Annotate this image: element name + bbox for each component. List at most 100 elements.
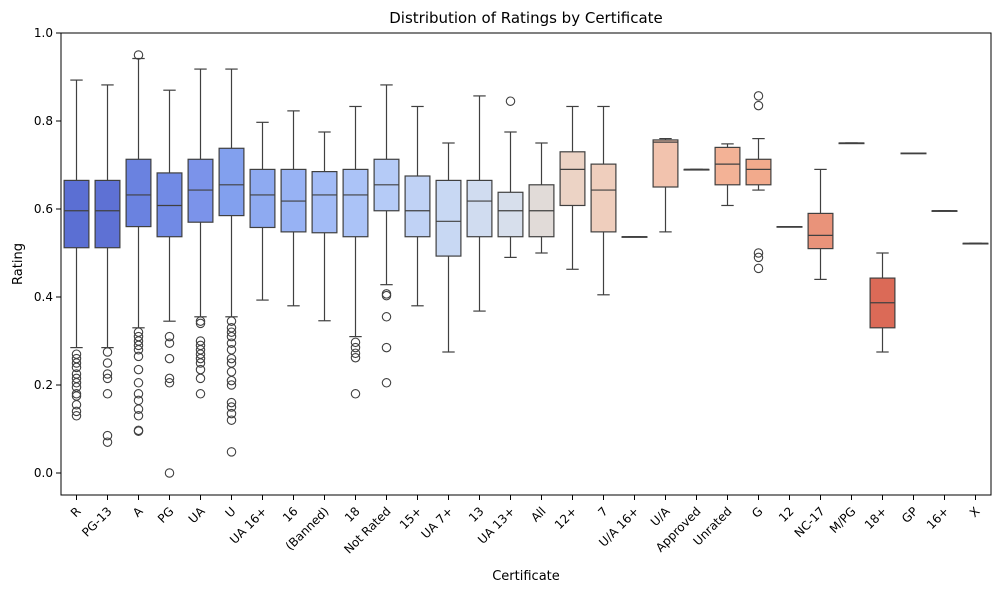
y-tick-label: 0.2: [34, 378, 53, 392]
y-tick-label: 0.4: [34, 290, 53, 304]
outlier-point: [102, 373, 113, 384]
box: [125, 158, 152, 228]
outlier-point: [164, 378, 175, 388]
box-group-5: [218, 68, 245, 457]
chart-title: Distribution of Ratings by Certificate: [389, 9, 663, 27]
box-group-27: [900, 152, 927, 155]
outlier-point: [226, 397, 237, 408]
box: [218, 147, 245, 217]
box-group-13: [466, 95, 493, 312]
outlier-point: [133, 425, 144, 436]
x-tick-label: All: [528, 504, 548, 524]
x-tick-label: GP: [899, 504, 921, 526]
outlier-point: [226, 408, 237, 419]
y-tick-label: 0.0: [34, 466, 53, 480]
outlier-point: [350, 337, 361, 348]
box-group-12: [435, 142, 462, 353]
box: [745, 158, 772, 186]
outlier-point: [71, 349, 82, 359]
x-tick-label: NC-17: [792, 504, 828, 540]
outlier-point: [195, 373, 206, 384]
outlier-point: [753, 100, 764, 111]
outlier-point: [71, 369, 82, 379]
outlier-point: [133, 389, 144, 399]
x-tick-label: 15+: [397, 504, 425, 532]
plot-area: [60, 32, 992, 496]
outlier-point: [133, 378, 144, 388]
x-tick-label: 18+: [862, 504, 890, 532]
y-axis: 0.0 0.2 0.4 0.6 0.8 1.0: [34, 26, 61, 480]
box-group-24: [807, 168, 834, 280]
box: [404, 175, 431, 238]
box-group-22: [745, 91, 772, 274]
x-tick-label: UA 7+: [418, 504, 455, 541]
box-group-1: [94, 84, 121, 447]
box: [807, 212, 834, 250]
outlier-point: [226, 316, 237, 326]
outlier-point: [226, 327, 237, 337]
box-group-17: [590, 105, 617, 296]
outlier-point: [226, 367, 237, 377]
outlier-point: [71, 406, 82, 417]
box-group-25: [838, 142, 865, 145]
outlier-point: [195, 340, 206, 351]
y-tick-label: 1.0: [34, 26, 53, 40]
box-group-0: [63, 79, 90, 421]
outlier-point: [102, 437, 113, 447]
outlier-point: [164, 468, 175, 478]
box: [156, 172, 183, 238]
outlier-point: [226, 402, 237, 412]
outlier-point: [226, 323, 237, 333]
box: [559, 151, 586, 207]
outlier-point: [195, 364, 206, 375]
box-group-10: [373, 84, 400, 388]
box-group-19: [652, 138, 679, 233]
x-tick-label: G: [749, 504, 765, 520]
box: [652, 139, 679, 188]
box: [249, 168, 276, 229]
outlier-point: [133, 411, 144, 421]
x-tick-label: M/PG: [827, 504, 859, 536]
outlier-point: [226, 380, 237, 390]
outlier-point: [381, 289, 392, 299]
y-tick-label: 0.8: [34, 114, 53, 128]
x-tick-label: PG: [155, 504, 177, 526]
x-tick-label: 13: [466, 504, 487, 525]
outlier-point: [164, 373, 175, 384]
outlier-point: [195, 389, 206, 399]
box-group-15: [528, 142, 555, 254]
outlier-point: [226, 415, 237, 425]
outlier-point: [71, 389, 82, 399]
box-group-26: [869, 252, 896, 353]
outlier-point: [753, 263, 764, 274]
outlier-point: [71, 373, 82, 384]
outlier-point: [226, 338, 237, 348]
box: [311, 171, 338, 234]
box-group-14: [497, 96, 524, 258]
outlier-point: [71, 353, 82, 364]
box: [714, 146, 741, 186]
outlier-point: [381, 378, 392, 388]
x-tick-label: 12+: [552, 504, 580, 532]
box-group-7: [280, 110, 307, 307]
y-axis-label: Rating: [11, 243, 26, 285]
x-tick-label: 18: [342, 504, 363, 525]
outlier-point: [133, 50, 144, 60]
box: [342, 168, 369, 238]
outlier-point: [133, 364, 144, 375]
outlier-point: [164, 338, 175, 348]
outlier-point: [350, 348, 361, 359]
outlier-point: [753, 91, 764, 101]
x-tick-label: U/A: [648, 504, 673, 529]
x-tick-label: 7: [595, 504, 610, 519]
box-group-23: [776, 226, 803, 228]
outlier-point: [505, 96, 516, 106]
outlier-point: [133, 327, 144, 337]
box: [94, 179, 121, 249]
x-tick-label: R: [68, 504, 84, 520]
outlier-point: [164, 353, 175, 364]
outlier-point: [102, 347, 113, 357]
box: [497, 191, 524, 238]
outlier-point: [102, 369, 113, 379]
